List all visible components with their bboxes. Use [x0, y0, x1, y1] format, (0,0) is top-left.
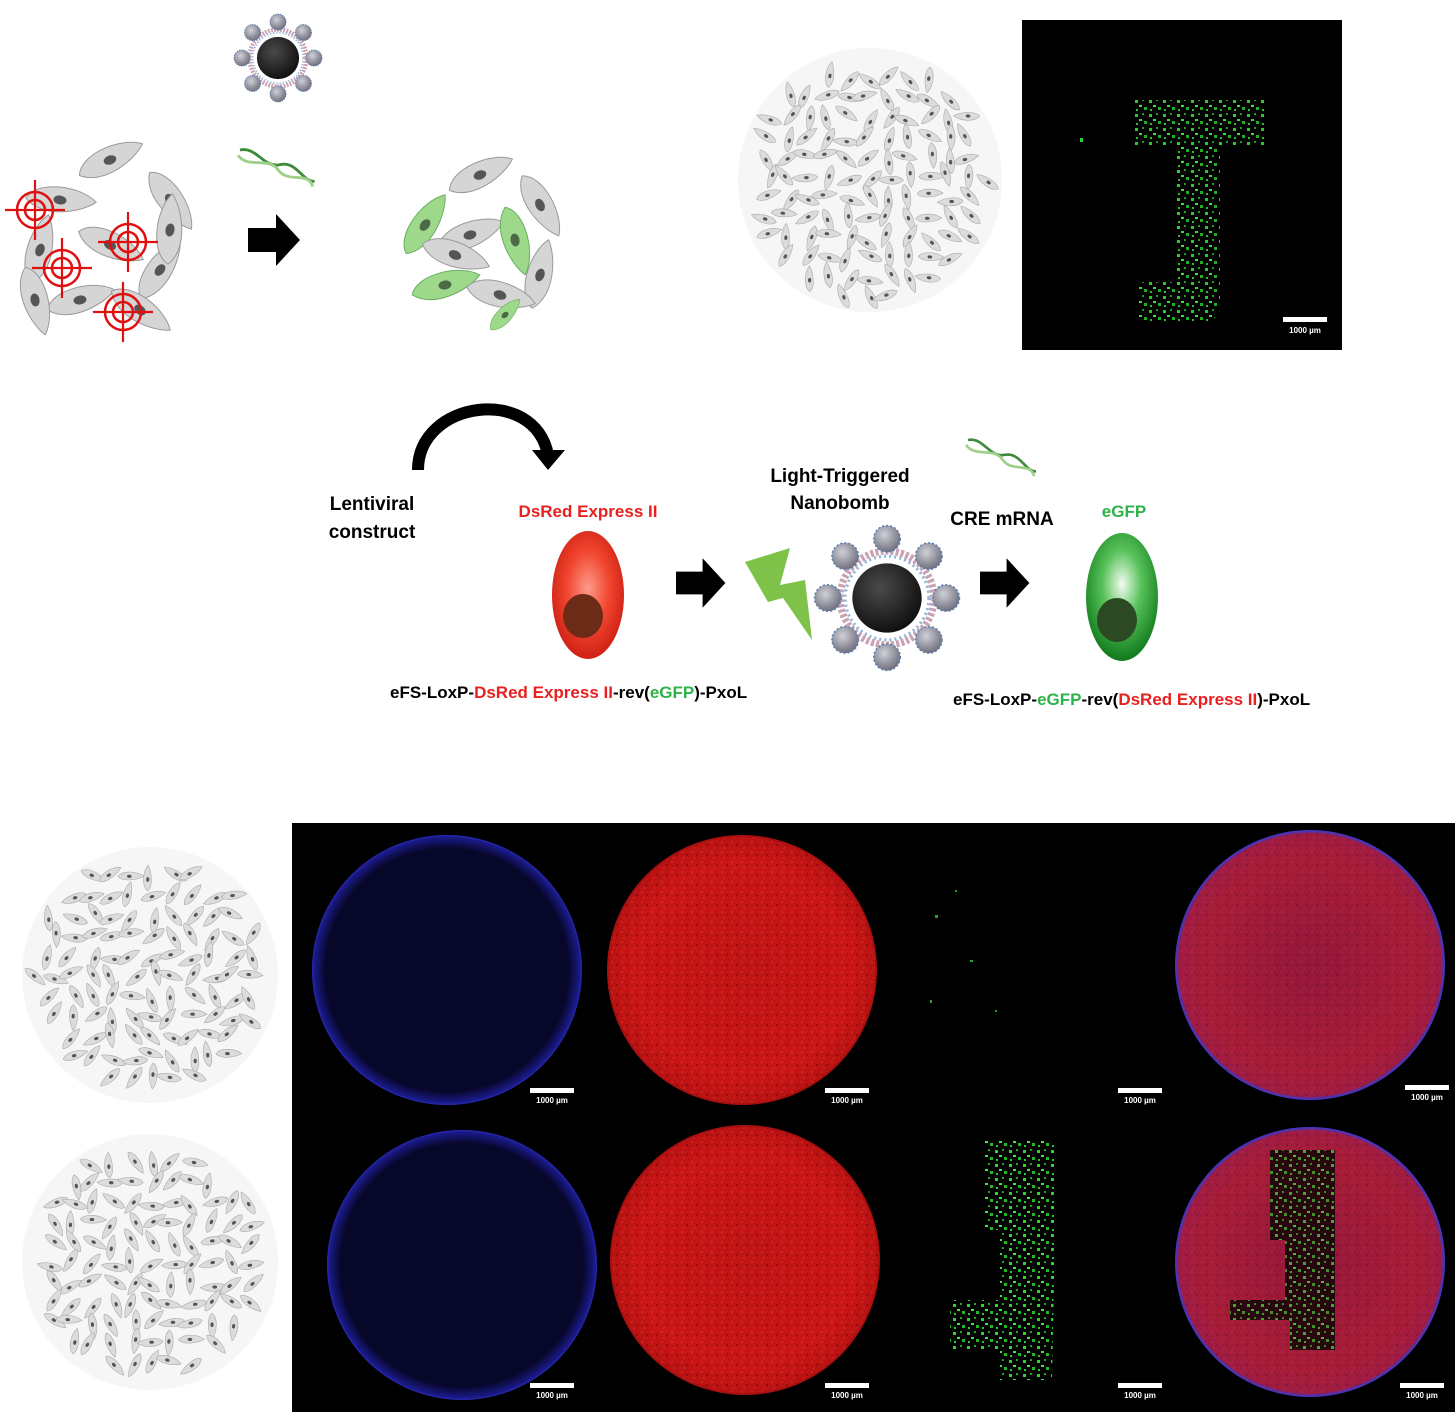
- bottom-cell-monolayer-2: [22, 1134, 278, 1390]
- arrow-icon: [980, 558, 1030, 608]
- microscopy-image-grid: 1000 µm 1000 µm 1000 µm 1000 µm 1000 µm …: [292, 823, 1455, 1412]
- image-row-1-merge: [1175, 830, 1445, 1100]
- cre-mrna-icon: [963, 436, 1040, 478]
- arrow-icon: [676, 558, 726, 608]
- scale-bar-label: 1000 µm: [536, 1391, 568, 1400]
- scale-bar-label: 1000 µm: [1411, 1093, 1443, 1102]
- arrow-icon: [248, 214, 300, 266]
- scale-bar-label: 1000 µm: [831, 1096, 863, 1105]
- bottom-cell-monolayer-1: [22, 847, 278, 1103]
- scale-bar-label: 1000 µm: [1124, 1391, 1156, 1400]
- lentiviral-arrow: [412, 403, 565, 471]
- image-row-1-red: [607, 835, 877, 1105]
- transfected-cell-cluster: [392, 149, 568, 335]
- scale-bar-label: 1000 µm: [1289, 326, 1321, 335]
- scale-bar-label: 1000 µm: [1124, 1096, 1156, 1105]
- top-mrna-icon: [235, 145, 319, 188]
- construct-after: eFS-LoxP-eGFP-rev(DsRed Express II)-PxoL: [953, 690, 1310, 709]
- image-row-1-green: [930, 890, 997, 1012]
- top-cell-monolayer: [738, 48, 1002, 312]
- image-row-2-green: [950, 1140, 1055, 1380]
- dsred-title: DsRed Express II: [519, 502, 658, 521]
- top-nanobomb: [234, 14, 322, 102]
- middle-nanobomb: [815, 526, 960, 671]
- scale-bar-label: 1000 µm: [1406, 1391, 1438, 1400]
- scale-bar-label: 1000 µm: [831, 1391, 863, 1400]
- egfp-title: eGFP: [1102, 502, 1146, 521]
- image-row-2-red: [610, 1125, 880, 1395]
- construct-before: eFS-LoxP-DsRed Express II-rev(eGFP)-PxoL: [390, 683, 747, 702]
- nanobomb-label-line1: Light-Triggered: [770, 466, 909, 487]
- image-row-2-blue: [327, 1130, 597, 1400]
- image-row-2-merge: [1175, 1127, 1445, 1397]
- nanobomb-label-line2: Nanobomb: [790, 493, 889, 514]
- cre-mrna-label: CRE mRNA: [950, 509, 1054, 530]
- lentiviral-label-line2: construct: [329, 522, 416, 543]
- image-row-1-blue: [312, 835, 582, 1105]
- lentiviral-label-line1: Lentiviral: [330, 494, 414, 515]
- green-cell-icon: [1086, 533, 1158, 661]
- red-cell-icon: [552, 531, 624, 659]
- top-egfp-image: 1000 µm: [1022, 20, 1342, 350]
- scale-bar-label: 1000 µm: [536, 1096, 568, 1105]
- light-bolt-icon: [745, 548, 812, 640]
